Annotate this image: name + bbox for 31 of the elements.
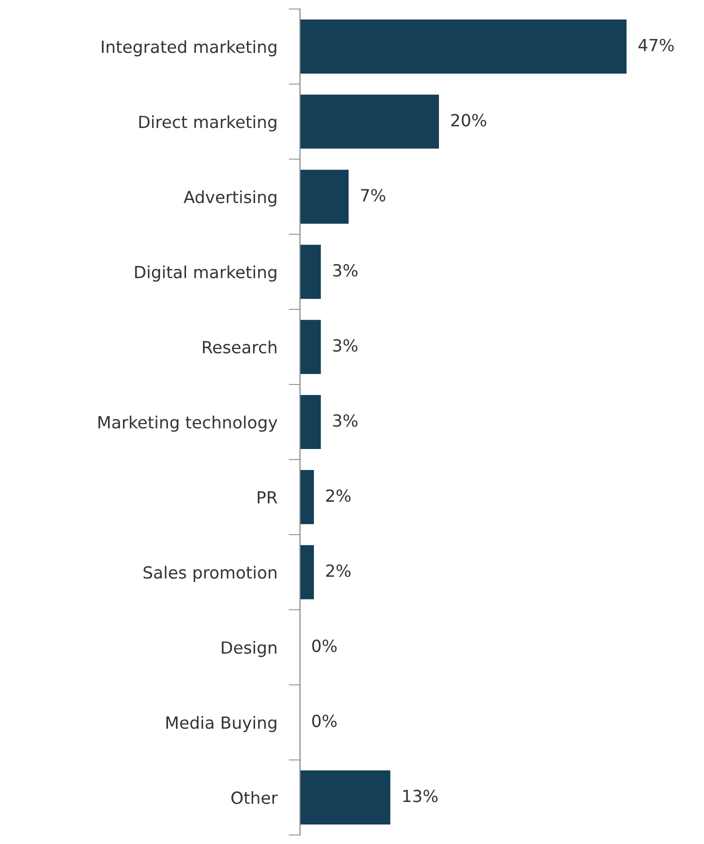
data-label: 0% [312,714,337,728]
y-tick-label: PR [258,491,278,504]
data-label: 0% [312,640,337,652]
data-label: 20% [451,114,486,126]
y-tick-label: Media Buying [166,716,276,732]
bar [300,320,321,374]
y-tick-label: Integrated marketing [102,40,276,56]
data-label: 13% [403,790,438,802]
y-tick-label: Digital marketing [135,265,276,282]
y-tick-label: Research [202,340,276,354]
bar [300,20,627,74]
data-label: 3% [333,264,358,277]
data-label: 2% [326,489,351,502]
y-tick-label: Other [231,791,278,804]
bar [300,545,314,600]
bar [300,394,321,450]
data-label: 7% [361,188,386,202]
bar [300,470,314,524]
bar [300,94,439,149]
y-tick-label: Sales promotion [144,566,276,582]
data-label: 47% [638,38,674,52]
bar [300,244,321,299]
data-label: 3% [333,414,358,427]
bar [300,170,349,224]
y-tick-label: Direct marketing [139,115,276,132]
data-label: 2% [326,564,351,578]
bar [300,770,390,824]
y-tick-label: Marketing technology [98,416,278,432]
y-tick-label: Advertising [184,190,276,207]
data-label: 3% [333,339,358,352]
y-tick-label: Design [222,640,276,658]
